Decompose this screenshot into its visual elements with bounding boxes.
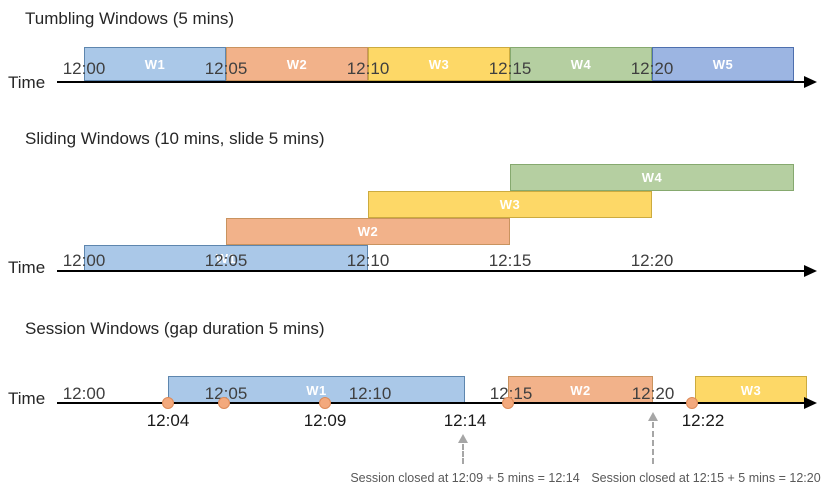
sliding-time-axis-label: Time <box>8 258 46 277</box>
session-time-axis <box>57 402 805 404</box>
tick-label: 12:15 <box>488 251 532 270</box>
tick-label: 12:10 <box>346 251 390 270</box>
window-label: W4 <box>570 56 592 72</box>
sliding-window-w1: W1 <box>84 245 368 272</box>
event-dot <box>502 397 514 409</box>
tick-label: 12:00 <box>62 384 106 403</box>
tick-label: 12:10 <box>348 384 392 403</box>
axis-arrowhead-icon <box>804 76 817 88</box>
tick-label: 12:00 <box>62 251 106 270</box>
tick-label: 12:20 <box>631 384 675 403</box>
dashed-callout-line <box>652 422 654 464</box>
axis-arrowhead-icon <box>804 265 817 277</box>
window-label: W4 <box>641 170 663 185</box>
up-arrow-icon <box>458 434 468 443</box>
event-dot <box>162 397 174 409</box>
sliding-title: Sliding Windows (10 mins, slide 5 mins) <box>25 129 325 148</box>
tick-label: 12:05 <box>204 384 248 403</box>
window-label: W3 <box>499 197 521 212</box>
session-window-w3: W3 <box>695 376 807 404</box>
tick-label: 12:15 <box>488 59 532 78</box>
event-time-label: 12:04 <box>146 411 190 430</box>
tumbling-window-w4: W4 <box>510 47 652 81</box>
window-label: W2 <box>357 224 379 239</box>
window-label: W3 <box>740 382 762 398</box>
window-label: W1 <box>306 382 327 398</box>
tick-label: 12:20 <box>630 251 674 270</box>
event-time-label: 12:22 <box>681 411 725 430</box>
tick-label: 12:05 <box>204 251 248 270</box>
tumbling-window-w5: W5 <box>652 47 794 81</box>
tumbling-window-w3: W3 <box>368 47 510 81</box>
window-label: W1 <box>215 251 237 266</box>
session-time-axis-label: Time <box>8 389 46 408</box>
session-title: Session Windows (gap duration 5 mins) <box>25 319 325 338</box>
tumbling-title: Tumbling Windows (5 mins) <box>25 9 235 28</box>
event-dot <box>686 397 698 409</box>
window-label: W5 <box>712 56 734 72</box>
sliding-window-w2: W2 <box>226 218 510 245</box>
tick-label: 12:05 <box>204 59 248 78</box>
sliding-window-w3: W3 <box>368 191 652 218</box>
tumbling-window-w1: W1 <box>84 47 226 81</box>
window-label: W3 <box>428 56 450 72</box>
tick-label: 12:00 <box>62 59 106 78</box>
session-close-annotation: Session closed at 12:15 + 5 mins = 12:20 <box>591 471 821 485</box>
window-label: W2 <box>570 382 591 398</box>
event-dot <box>218 397 230 409</box>
event-time-label: 12:14 <box>443 411 487 430</box>
tumbling-time-axis-label: Time <box>8 73 46 92</box>
tumbling-time-axis <box>57 81 805 83</box>
dashed-callout-line <box>462 444 464 464</box>
session-window-w2: W2 <box>508 376 653 404</box>
event-dot <box>319 397 331 409</box>
tick-label: 12:15 <box>489 384 533 403</box>
sliding-time-axis <box>57 270 805 272</box>
tumbling-window-w2: W2 <box>226 47 368 81</box>
session-close-annotation: Session closed at 12:09 + 5 mins = 12:14 <box>350 471 580 485</box>
up-arrow-icon <box>648 412 658 421</box>
tick-label: 12:10 <box>346 59 390 78</box>
tick-label: 12:20 <box>630 59 674 78</box>
window-label: W2 <box>286 56 308 72</box>
event-time-label: 12:09 <box>303 411 347 430</box>
window-label: W1 <box>144 56 166 72</box>
axis-arrowhead-icon <box>804 397 817 409</box>
sliding-window-w4: W4 <box>510 164 794 191</box>
